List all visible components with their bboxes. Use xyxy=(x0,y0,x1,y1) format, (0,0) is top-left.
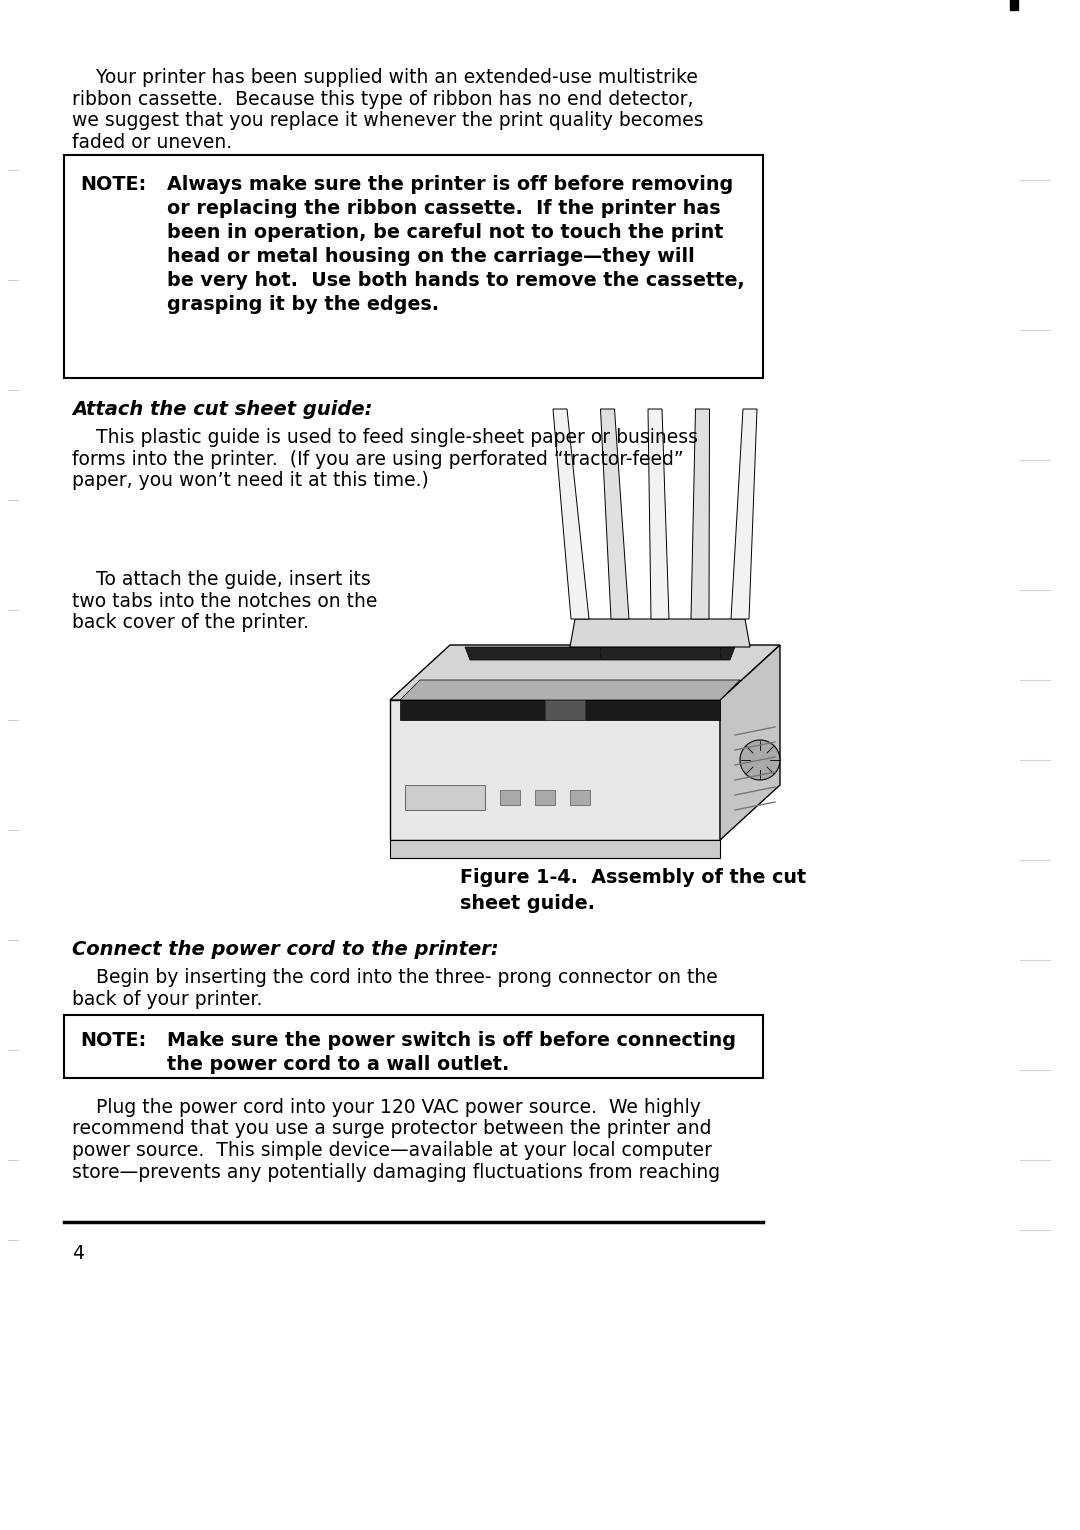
Polygon shape xyxy=(465,647,735,659)
Text: Plug the power cord into your 120 VAC power source.  We highly: Plug the power cord into your 120 VAC po… xyxy=(72,1099,701,1117)
Text: NOTE:: NOTE: xyxy=(80,174,146,194)
Polygon shape xyxy=(390,646,780,701)
Bar xyxy=(64,155,762,378)
Polygon shape xyxy=(720,646,780,840)
Text: This plastic guide is used to feed single-sheet paper or business: This plastic guide is used to feed singl… xyxy=(72,428,698,447)
Text: power source.  This simple device—available at your local computer: power source. This simple device—availab… xyxy=(72,1141,712,1160)
Text: been in operation, be careful not to touch the print: been in operation, be careful not to tou… xyxy=(167,223,724,242)
Text: Attach the cut sheet guide:: Attach the cut sheet guide: xyxy=(72,399,373,419)
Bar xyxy=(64,1014,762,1079)
Text: To attach the guide, insert its: To attach the guide, insert its xyxy=(72,571,370,589)
Text: Figure 1-4.  Assembly of the cut: Figure 1-4. Assembly of the cut xyxy=(460,868,807,887)
Text: head or metal housing on the carriage—they will: head or metal housing on the carriage—th… xyxy=(167,246,694,266)
Text: two tabs into the notches on the: two tabs into the notches on the xyxy=(72,592,377,610)
Bar xyxy=(535,789,555,805)
Text: NOTE:: NOTE: xyxy=(80,1031,146,1050)
Polygon shape xyxy=(400,701,720,721)
Bar xyxy=(405,785,485,809)
Polygon shape xyxy=(545,701,585,721)
Text: store—prevents any potentially damaging fluctuations from reaching: store—prevents any potentially damaging … xyxy=(72,1163,720,1181)
Text: Connect the power cord to the printer:: Connect the power cord to the printer: xyxy=(72,939,499,959)
Circle shape xyxy=(740,741,780,780)
Text: Make sure the power switch is off before connecting: Make sure the power switch is off before… xyxy=(167,1031,735,1050)
Text: Always make sure the printer is off before removing: Always make sure the printer is off befo… xyxy=(167,174,733,194)
Text: back cover of the printer.: back cover of the printer. xyxy=(72,614,309,632)
Text: 4: 4 xyxy=(72,1244,84,1262)
Polygon shape xyxy=(390,701,720,840)
Text: ribbon cassette.  Because this type of ribbon has no end detector,: ribbon cassette. Because this type of ri… xyxy=(72,89,693,109)
Polygon shape xyxy=(600,409,629,620)
Text: be very hot.  Use both hands to remove the cassette,: be very hot. Use both hands to remove th… xyxy=(167,271,745,291)
Text: back of your printer.: back of your printer. xyxy=(72,990,262,1008)
Text: the power cord to a wall outlet.: the power cord to a wall outlet. xyxy=(167,1056,510,1074)
Text: sheet guide.: sheet guide. xyxy=(460,894,595,913)
Polygon shape xyxy=(390,840,720,858)
Polygon shape xyxy=(691,409,710,620)
Text: faded or uneven.: faded or uneven. xyxy=(72,133,232,151)
Text: Your printer has been supplied with an extended-use multistrike: Your printer has been supplied with an e… xyxy=(72,67,698,87)
Polygon shape xyxy=(553,409,589,620)
Text: we suggest that you replace it whenever the print quality becomes: we suggest that you replace it whenever … xyxy=(72,112,704,130)
Text: paper, you won’t need it at this time.): paper, you won’t need it at this time.) xyxy=(72,471,429,490)
Polygon shape xyxy=(570,620,750,647)
Text: recommend that you use a surge protector between the printer and: recommend that you use a surge protector… xyxy=(72,1120,712,1138)
Bar xyxy=(500,789,519,805)
Bar xyxy=(570,789,590,805)
Text: Begin by inserting the cord into the three- prong connector on the: Begin by inserting the cord into the thr… xyxy=(72,968,718,987)
Bar xyxy=(1010,0,1018,11)
Polygon shape xyxy=(731,409,757,620)
Text: or replacing the ribbon cassette.  If the printer has: or replacing the ribbon cassette. If the… xyxy=(167,199,720,217)
Polygon shape xyxy=(400,679,740,701)
Polygon shape xyxy=(648,409,669,620)
Text: forms into the printer.  (If you are using perforated “tractor-feed”: forms into the printer. (If you are usin… xyxy=(72,450,684,468)
Text: grasping it by the edges.: grasping it by the edges. xyxy=(167,295,440,314)
